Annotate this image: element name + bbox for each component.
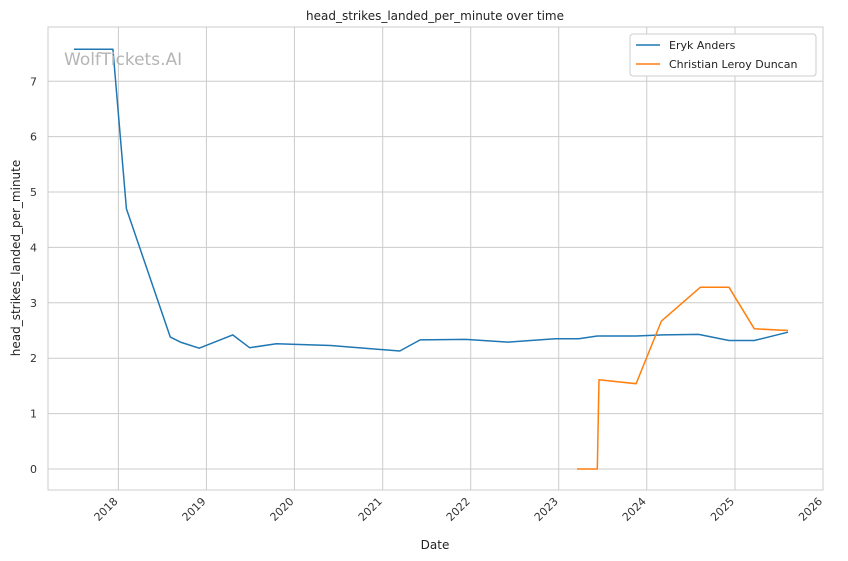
y-tick-label: 6 bbox=[30, 131, 37, 144]
watermark: WolfTickets.AI bbox=[64, 50, 182, 70]
y-axis-ticks: 0 1 2 3 4 5 6 7 bbox=[30, 75, 37, 476]
y-tick-label: 2 bbox=[30, 352, 37, 365]
legend: Eryk Anders Christian Leroy Duncan bbox=[629, 33, 817, 77]
y-tick-label: 3 bbox=[30, 297, 37, 310]
legend-label-christian-leroy-duncan: Christian Leroy Duncan bbox=[669, 58, 797, 71]
y-tick-label: 5 bbox=[30, 186, 37, 199]
series-lines bbox=[74, 48, 789, 470]
series-line-eryk-anders bbox=[74, 48, 789, 352]
chart-title: head_strikes_landed_per_minute over time bbox=[306, 9, 564, 23]
y-tick-label: 7 bbox=[30, 75, 37, 88]
series-line-christian-leroy-duncan bbox=[577, 286, 789, 470]
legend-box bbox=[629, 33, 817, 77]
y-tick-label: 4 bbox=[30, 241, 37, 254]
y-axis-title: head_strikes_landed_per_minute bbox=[9, 160, 23, 357]
y-tick-label: 1 bbox=[30, 408, 37, 421]
plot-area bbox=[48, 27, 823, 490]
legend-label-eryk-anders: Eryk Anders bbox=[669, 39, 736, 52]
plot-frame bbox=[47, 26, 824, 491]
y-tick-label: 0 bbox=[30, 463, 37, 476]
x-axis-title: Date bbox=[421, 538, 450, 552]
